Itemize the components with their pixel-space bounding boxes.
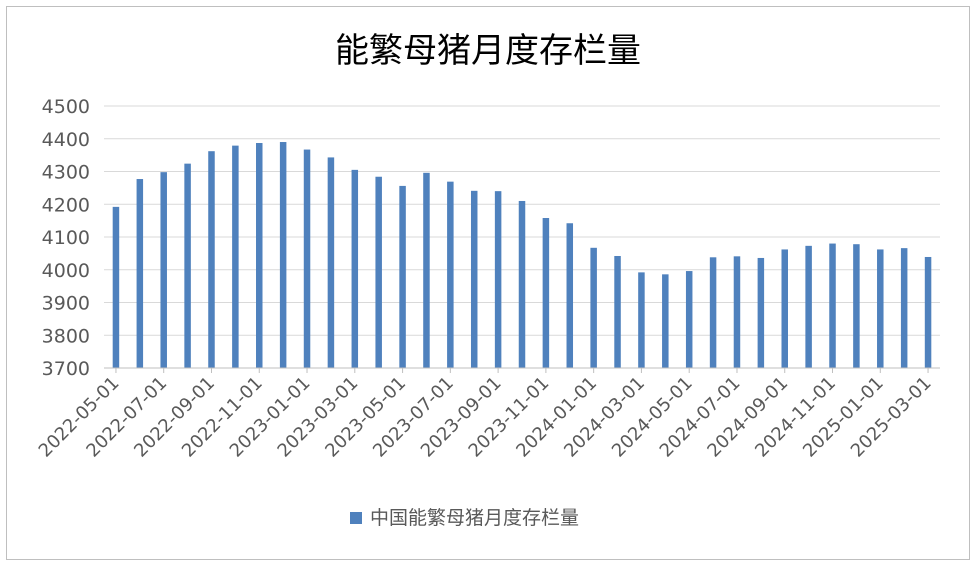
bar bbox=[685, 271, 693, 368]
bar bbox=[184, 163, 191, 368]
bar bbox=[542, 218, 550, 368]
bar bbox=[757, 257, 765, 368]
bar bbox=[805, 245, 812, 368]
bar bbox=[232, 145, 239, 368]
y-tick-label: 4100 bbox=[42, 227, 90, 249]
y-tick-label: 4000 bbox=[42, 260, 90, 282]
bar bbox=[877, 249, 884, 368]
legend-swatch bbox=[350, 512, 362, 524]
bar bbox=[327, 157, 335, 368]
bar bbox=[709, 257, 717, 368]
bar bbox=[590, 247, 597, 368]
y-tick-label: 4300 bbox=[42, 162, 90, 184]
y-tick-label: 4200 bbox=[42, 194, 90, 216]
legend: 中国能繁母猪月度存栏量 bbox=[350, 507, 579, 529]
bar bbox=[518, 200, 526, 368]
bar bbox=[136, 179, 144, 368]
bar bbox=[614, 255, 621, 368]
bar bbox=[375, 176, 382, 368]
bar bbox=[662, 274, 669, 368]
bar bbox=[853, 244, 860, 368]
bar bbox=[733, 256, 741, 368]
bar bbox=[829, 243, 836, 368]
y-tick-label: 3700 bbox=[42, 358, 90, 380]
bar bbox=[924, 256, 932, 368]
x-axis-tick-labels: 2022-05-012022-07-012022-09-012022-11-01… bbox=[35, 368, 936, 462]
bar bbox=[303, 149, 311, 368]
bar bbox=[256, 143, 263, 368]
bar bbox=[208, 151, 215, 368]
bar bbox=[351, 169, 359, 368]
chart-title: 能繁母猪月度存栏量 bbox=[335, 31, 641, 71]
bar bbox=[638, 272, 645, 368]
bar bbox=[160, 172, 167, 368]
bar bbox=[423, 172, 430, 368]
y-tick-label: 4500 bbox=[42, 96, 90, 118]
bar bbox=[112, 206, 120, 368]
bar bbox=[566, 223, 574, 368]
bar bbox=[781, 249, 788, 368]
bars bbox=[112, 142, 932, 368]
bar bbox=[470, 190, 478, 368]
bar bbox=[900, 248, 908, 368]
bar bbox=[399, 185, 406, 368]
bar bbox=[494, 191, 502, 368]
y-tick-label: 3900 bbox=[42, 293, 90, 315]
y-tick-label: 3800 bbox=[42, 325, 90, 347]
y-tick-label: 4400 bbox=[42, 129, 90, 151]
y-axis-tick-labels: 3700 3800 3900 4000 4100 4200 4300 4400 4500 bbox=[42, 96, 90, 380]
legend-label: 中国能繁母猪月度存栏量 bbox=[370, 507, 579, 529]
bar bbox=[447, 181, 454, 368]
bar bbox=[279, 142, 287, 368]
